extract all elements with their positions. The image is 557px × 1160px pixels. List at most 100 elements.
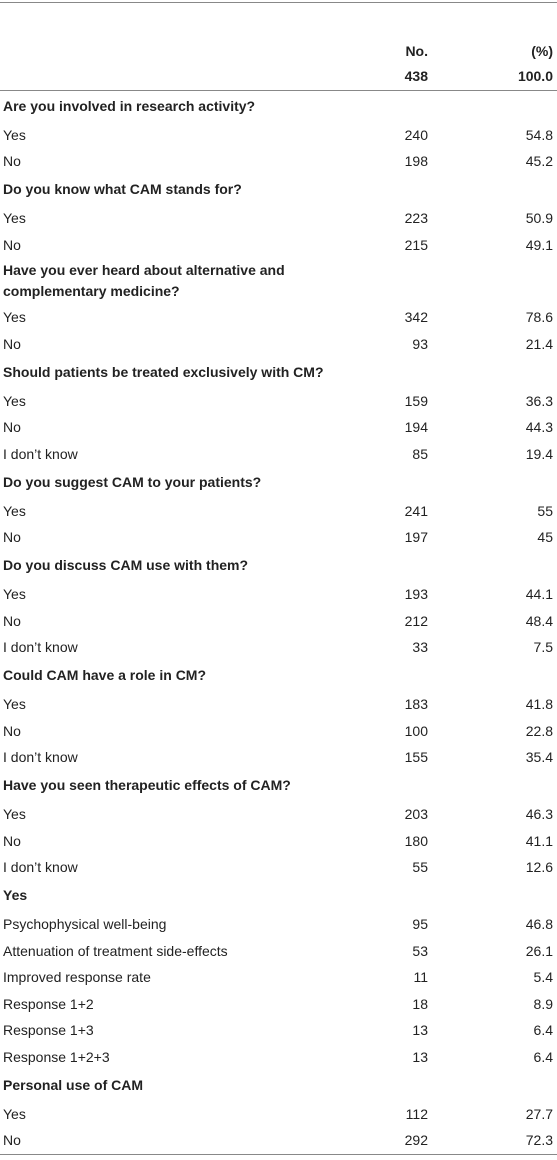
answer-row: Yes 183 41.8 xyxy=(0,691,557,718)
answer-row: No 198 45.2 xyxy=(0,148,557,175)
table-body: Are you involved in research activity? Ye… xyxy=(0,91,557,1154)
count: 183 xyxy=(404,696,428,713)
empty-cell xyxy=(360,258,432,304)
count: 33 xyxy=(412,639,428,656)
answer-row: No 292 72.3 xyxy=(0,1127,557,1154)
question-row: Personal use of CAM xyxy=(0,1070,557,1101)
answer-row: Yes 112 27.7 xyxy=(0,1101,557,1128)
count: 95 xyxy=(412,916,428,933)
percent: 36.3 xyxy=(525,392,553,409)
percent: 46.3 xyxy=(525,806,553,823)
count: 112 xyxy=(405,1105,428,1122)
count: 223 xyxy=(404,210,428,227)
percent: 22.8 xyxy=(525,722,553,739)
answer-row: Yes 203 46.3 xyxy=(0,801,557,828)
count: 13 xyxy=(412,1022,428,1039)
answer-row: Yes 342 78.6 xyxy=(0,304,557,331)
answer-row: Yes 159 36.3 xyxy=(0,388,557,415)
percent: 45 xyxy=(537,529,553,546)
percent: 12.6 xyxy=(525,859,553,876)
empty-cell xyxy=(360,467,432,498)
answer-row: I don’t know 155 35.4 xyxy=(0,744,557,771)
empty-cell xyxy=(360,661,432,692)
header-row: 438 100.0 xyxy=(0,61,557,91)
count: 159 xyxy=(404,392,428,409)
percent: 7.5 xyxy=(533,639,553,656)
answer-label: No xyxy=(3,722,21,739)
empty-cell xyxy=(432,661,557,692)
answer-label: Improved response rate xyxy=(3,969,151,986)
question-row: Have you seen therapeutic effects of CAM… xyxy=(0,771,557,802)
answer-label: Response 1+2+3 xyxy=(3,1048,110,1065)
empty-cell xyxy=(360,357,432,388)
empty-cell xyxy=(360,551,432,582)
answer-label: Yes xyxy=(3,806,26,823)
count: 203 xyxy=(404,806,428,823)
percent: 46.8 xyxy=(525,916,553,933)
empty-cell xyxy=(432,175,557,206)
answer-row: No 212 48.4 xyxy=(0,608,557,635)
count: 93 xyxy=(412,335,428,352)
answer-label: Yes xyxy=(3,586,26,603)
answer-label: I don’t know xyxy=(3,749,78,766)
question: Personal use of CAM xyxy=(3,1076,144,1093)
answer-label: No xyxy=(3,335,21,352)
answer-row: Improved response rate 11 5.4 xyxy=(0,964,557,991)
percent: 6.4 xyxy=(533,1048,553,1065)
percent: 48.4 xyxy=(525,612,553,629)
answer-row: No 197 45 xyxy=(0,524,557,551)
answer-label: No xyxy=(3,419,21,436)
answer-label: Yes xyxy=(3,210,26,227)
answer-row: No 215 49.1 xyxy=(0,232,557,259)
answer-row: No 194 44.3 xyxy=(0,414,557,441)
answer-label: Yes xyxy=(3,309,26,326)
header-cell: (%) xyxy=(531,43,553,59)
question-row: Do you suggest CAM to your patients? xyxy=(0,467,557,498)
count: 100 xyxy=(404,722,428,739)
answer-row: Response 1+2+3 13 6.4 xyxy=(0,1044,557,1071)
count: 55 xyxy=(412,859,428,876)
percent: 72.3 xyxy=(525,1132,553,1149)
count: 292 xyxy=(404,1132,428,1149)
question: Have you seen therapeutic effects of CAM… xyxy=(3,777,291,794)
question-row: Have you ever heard about alternative an… xyxy=(0,258,557,304)
answer-row: Response 1+2 18 8.9 xyxy=(0,991,557,1018)
empty-cell xyxy=(432,881,557,912)
header-cell: 100.0 xyxy=(517,67,553,84)
question-row: Could CAM have a role in CM? xyxy=(0,661,557,692)
question-row: Do you know what CAM stands for? xyxy=(0,175,557,206)
answer-row: Response 1+3 13 6.4 xyxy=(0,1017,557,1044)
question-row: Are you involved in research activity? xyxy=(0,91,557,122)
answer-row: Attenuation of treatment side-effects 53 2… xyxy=(0,938,557,965)
percent: 44.1 xyxy=(525,586,553,603)
empty-cell xyxy=(360,91,432,122)
count: 180 xyxy=(404,832,428,849)
question-row: Should patients be treated exclusively w… xyxy=(0,357,557,388)
percent: 44.3 xyxy=(525,419,553,436)
count: 342 xyxy=(404,309,428,326)
empty-cell xyxy=(432,771,557,802)
empty-cell xyxy=(432,258,557,304)
count: 13 xyxy=(412,1048,428,1065)
percent: 6.4 xyxy=(533,1022,553,1039)
percent: 27.7 xyxy=(525,1105,553,1122)
answer-label: I don’t know xyxy=(3,639,78,656)
percent: 35.4 xyxy=(525,749,553,766)
percent: 8.9 xyxy=(533,995,553,1012)
header-cell: 438 xyxy=(404,67,428,84)
answer-row: No 180 41.1 xyxy=(0,828,557,855)
answer-row: Psychophysical well-being 95 46.8 xyxy=(0,911,557,938)
header-row: No. (%) xyxy=(0,3,557,62)
empty-cell xyxy=(432,357,557,388)
header-cell xyxy=(0,61,360,91)
answer-label: Psychophysical well-being xyxy=(3,916,167,933)
answer-label: No xyxy=(3,153,21,170)
question: Have you ever heard about alternative an… xyxy=(3,262,285,299)
count: 241 xyxy=(404,502,428,519)
empty-cell xyxy=(432,551,557,582)
count: 11 xyxy=(413,969,428,986)
empty-cell xyxy=(360,881,432,912)
percent: 41.8 xyxy=(525,696,553,713)
question: Do you discuss CAM use with them? xyxy=(3,557,249,574)
